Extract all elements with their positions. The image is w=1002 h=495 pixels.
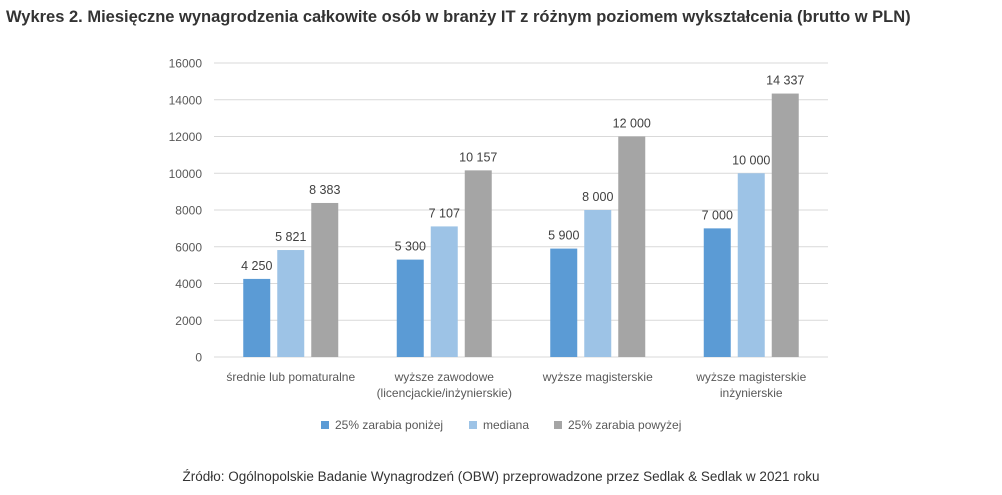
legend-label: mediana	[483, 418, 529, 432]
legend-swatch	[554, 421, 562, 429]
x-tick-label: inżynierskie	[720, 386, 783, 400]
bar	[618, 136, 646, 357]
x-tick-label: wyższe magisterskie	[695, 370, 806, 384]
x-tick-label: średnie lub pomaturalne	[226, 370, 355, 384]
data-label: 5 300	[395, 240, 426, 254]
y-tick-label: 8000	[175, 204, 202, 218]
source-note: Źródło: Ogólnopolskie Badanie Wynagrodze…	[182, 469, 820, 484]
bar	[311, 202, 339, 357]
y-tick-label: 12000	[169, 130, 203, 144]
data-label: 10 157	[459, 150, 497, 164]
y-axis: 0 2000 4000 6000 8000 10000 12000 14000 16000	[169, 57, 203, 365]
y-tick-label: 14000	[169, 93, 203, 107]
data-label: 4 250	[241, 259, 272, 273]
data-labels: 4 250 5 821 8 383 5 300 7 107 10 157 5 900 8 00…	[241, 74, 804, 273]
data-label: 14 337	[766, 74, 804, 88]
x-tick-label: (licencjackie/inżynierskie)	[377, 386, 512, 400]
bar	[550, 248, 578, 357]
bar	[703, 228, 731, 357]
y-tick-label: 10000	[169, 167, 203, 181]
y-tick-label: 0	[195, 351, 202, 365]
legend-swatch	[469, 421, 477, 429]
x-axis: średnie lub pomaturalne wyższe zawodowe (l…	[226, 370, 806, 400]
bar	[277, 250, 305, 357]
bar	[737, 173, 765, 357]
legend-label: 25% zarabia poniżej	[335, 418, 443, 432]
legend: 25% zarabia poniżej mediana 25% zarabia po…	[321, 418, 681, 432]
x-tick-label: wyższe zawodowe	[394, 370, 495, 384]
gridlines	[214, 62, 828, 358]
data-label: 7 000	[702, 208, 733, 222]
bar	[396, 259, 424, 357]
bar	[771, 93, 799, 358]
data-label: 5 900	[548, 229, 579, 243]
y-tick-label: 6000	[175, 240, 202, 254]
data-label: 8 000	[582, 190, 613, 204]
y-tick-label: 4000	[175, 277, 202, 291]
bar	[430, 226, 458, 357]
data-label: 10 000	[732, 153, 770, 167]
data-label: 7 107	[429, 206, 460, 220]
legend-label: 25% zarabia powyżej	[568, 418, 681, 432]
data-label: 8 383	[309, 183, 340, 197]
bar-chart: 0 2000 4000 6000 8000 10000 12000 14000 16000 4 …	[169, 57, 828, 432]
bar	[464, 170, 492, 357]
chart-title: Wykres 2. Miesięczne wynagrodzenia całko…	[6, 8, 911, 26]
bar	[584, 210, 612, 357]
bars	[243, 93, 799, 358]
bar	[243, 278, 271, 357]
data-label: 12 000	[613, 117, 651, 131]
legend-swatch	[321, 421, 329, 429]
y-tick-label: 16000	[169, 57, 203, 71]
data-label: 5 821	[275, 230, 306, 244]
y-tick-label: 2000	[175, 314, 202, 328]
x-tick-label: wyższe magisterskie	[542, 370, 653, 384]
